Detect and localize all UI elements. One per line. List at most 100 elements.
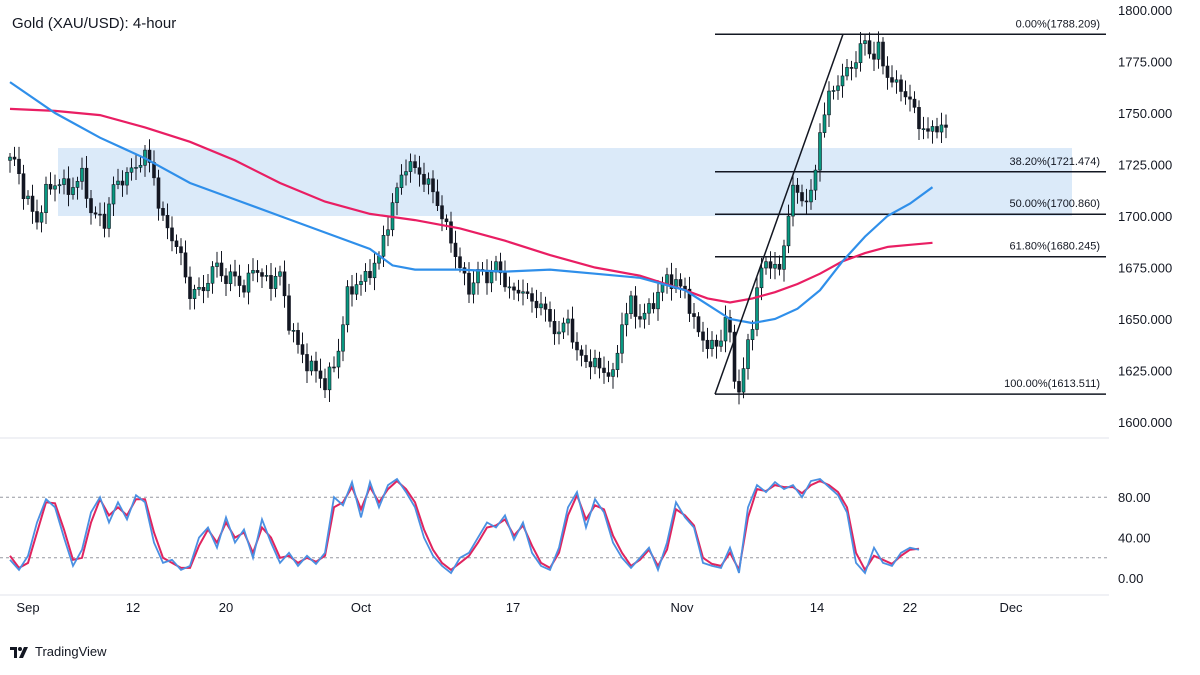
candle-body [552, 320, 557, 335]
candle-body [314, 360, 318, 372]
candle-body [107, 203, 111, 229]
candle-body [98, 213, 102, 216]
candle-body [381, 235, 386, 257]
stoch-tick-label: 0.00 [1118, 571, 1143, 586]
candle-body [633, 295, 638, 317]
candles [8, 31, 948, 405]
candle-body [197, 287, 201, 290]
candle-body [723, 317, 728, 342]
candle-body [93, 212, 98, 215]
candle-body [611, 369, 615, 377]
candle-body [836, 85, 840, 91]
brand-name: TradingView [35, 644, 107, 659]
time-tick-label: Sep [16, 600, 39, 615]
candle-body [404, 171, 408, 176]
candle-body [912, 98, 917, 108]
candle-body [588, 361, 593, 368]
candle-body [17, 158, 21, 175]
candle-body [89, 198, 93, 214]
candle-body [908, 96, 912, 100]
price-tick-label: 1625.000 [1118, 364, 1172, 379]
candle-body [363, 271, 368, 282]
candle-body [750, 329, 755, 340]
candle-body [386, 229, 390, 236]
candle-body [458, 256, 462, 268]
candle-body [701, 331, 705, 341]
candle-body [926, 128, 930, 132]
candle-body [273, 275, 278, 289]
stoch-k-line [9, 477, 920, 575]
candle-body [62, 178, 66, 185]
candle-body [872, 53, 876, 60]
candle-body [282, 271, 287, 297]
candle-body [521, 291, 525, 294]
candle-body [134, 167, 138, 169]
candle-body [629, 295, 633, 315]
candle-body [876, 41, 881, 60]
candle-body [300, 344, 305, 355]
candle-body [368, 271, 372, 279]
candle-body [489, 271, 494, 284]
candle-body [264, 275, 269, 277]
support-resistance-zone [58, 148, 1072, 216]
candle-body [566, 318, 570, 324]
candle-body [71, 187, 75, 195]
candle-body [102, 213, 107, 229]
chart-title: Gold (XAU/USD): 4-hour [12, 15, 176, 32]
candle-body [764, 261, 768, 269]
price-tick-label: 1800.000 [1118, 3, 1172, 18]
candle-body [228, 271, 233, 284]
fib-level-label: 100.00%(1613.511) [1004, 378, 1100, 390]
candle-body [296, 330, 300, 345]
candle-body [156, 177, 161, 209]
candle-body [440, 205, 444, 220]
candle-body [728, 317, 732, 333]
candle-body [219, 262, 224, 277]
candle-body [201, 287, 206, 292]
candle-body [48, 183, 53, 190]
price-tick-label: 1675.000 [1118, 261, 1172, 276]
candle-body [584, 355, 588, 362]
candle-body [422, 173, 426, 185]
candle-body [710, 339, 714, 350]
candle-body [773, 263, 777, 269]
candle-body [746, 339, 750, 369]
candle-body [174, 240, 179, 247]
candle-body [417, 167, 422, 175]
candle-body [116, 180, 120, 185]
candle-body [899, 79, 903, 92]
candle-body [210, 266, 215, 284]
fib-trend-line [714, 34, 844, 395]
stoch-d-line [9, 479, 920, 573]
candle-body [534, 300, 539, 309]
candle-body [53, 185, 57, 190]
candle-body [507, 286, 512, 289]
candle-body [696, 316, 701, 333]
candle-body [809, 189, 813, 203]
candle-body [597, 357, 602, 369]
candle-body [278, 271, 282, 277]
candle-body [66, 178, 71, 195]
candle-body [840, 75, 845, 87]
price-tick-label: 1700.000 [1118, 209, 1172, 224]
candle-body [170, 227, 174, 242]
stoch-tick-label: 40.00 [1118, 531, 1151, 546]
candle-body [777, 263, 782, 270]
fib-level-label: 38.20%(1721.474) [1009, 156, 1100, 168]
candle-body [530, 293, 534, 302]
candle-body [858, 43, 863, 64]
candle-body [395, 187, 399, 204]
candle-body [759, 267, 764, 289]
candle-body [147, 149, 152, 163]
candle-body [921, 128, 926, 130]
candle-body [579, 349, 584, 356]
candle-body [12, 156, 17, 160]
candle-body [84, 167, 89, 199]
tradingview-brand[interactable]: TradingView [10, 644, 107, 659]
candle-body [503, 272, 507, 288]
candle-body [359, 281, 363, 285]
fib-level-label: 61.80%(1680.245) [1009, 241, 1100, 253]
candle-body [813, 169, 818, 191]
candle-body [237, 275, 242, 286]
candle-body [755, 287, 759, 330]
